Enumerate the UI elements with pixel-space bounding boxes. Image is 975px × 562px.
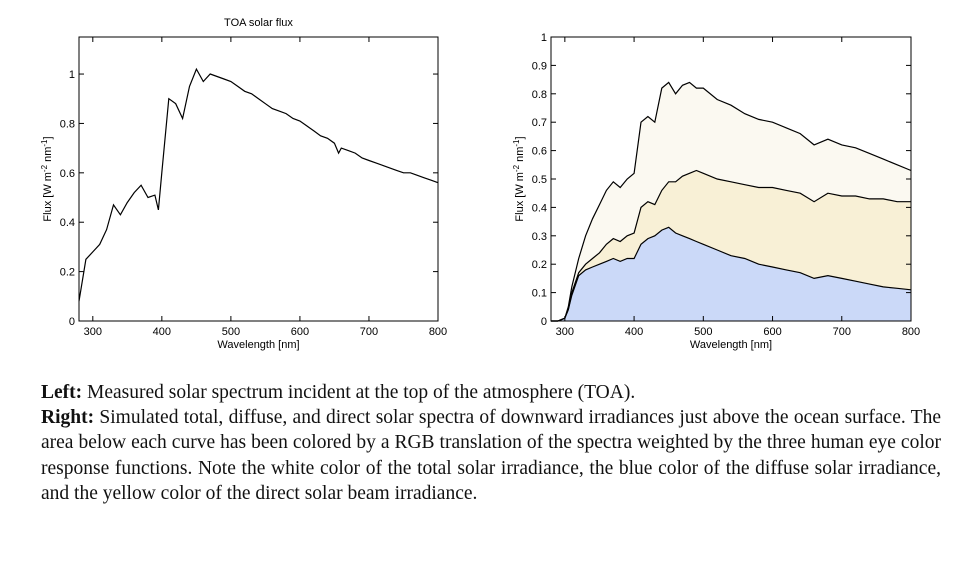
- series-line-2: [551, 226, 912, 322]
- surface-irradiance-plot: 300 400 500 600 700 800 0 0.1 0.2 0.3 0.4 0.5 0.6 0.7…: [512, 32, 921, 351]
- x-axis-label: Wavelength [nm]: [217, 339, 299, 351]
- y-axis-label: Flux [W m-2 nm-1]: [512, 136, 527, 221]
- x-tick-label: 300: [84, 326, 102, 338]
- x-axis-label: Wavelength [nm]: [690, 339, 772, 351]
- y-tick-label: 0.3: [532, 231, 547, 243]
- y-tick-label: 0.1: [532, 288, 547, 300]
- x-tick-label: 700: [360, 326, 378, 338]
- caption-right-text: Simulated total, diffuse, and direct sol…: [41, 407, 941, 504]
- y-tick-label: 0.8: [60, 118, 75, 130]
- y-tick-label: 0.2: [532, 259, 547, 271]
- y-tick-label: 0: [541, 316, 547, 328]
- x-tick-label: 500: [222, 326, 240, 338]
- caption-left: Left: Measured solar spectrum incident a…: [41, 380, 941, 405]
- y-axis-label: Flux [W m-2 nm-1]: [40, 136, 55, 221]
- toa-flux-chart: 300 400 500 600 700 800 0 0.2 0.4 0.6 0.8 1 Waveleng…: [0, 0, 470, 370]
- caption-right: Right: Simulated total, diffuse, and dir…: [41, 405, 941, 506]
- x-tick-label: 400: [153, 326, 171, 338]
- x-tick-label: 700: [833, 326, 851, 338]
- y-tick-label: 0: [69, 316, 75, 328]
- figure-caption: Left: Measured solar spectrum incident a…: [41, 380, 941, 506]
- series-line-0: [78, 67, 439, 302]
- chart-title: TOA solar flux: [224, 17, 293, 29]
- area-fill-2: [551, 227, 911, 321]
- y-tick-label: 0.9: [532, 60, 547, 72]
- y-tick-label: 0.4: [532, 202, 547, 214]
- x-tick-label: 500: [694, 326, 712, 338]
- y-tick-label: 0.6: [60, 168, 75, 180]
- x-tick-label: 600: [763, 326, 781, 338]
- series-line-0: [551, 81, 912, 322]
- x-tick-label: 400: [625, 326, 643, 338]
- series-line-1: [551, 169, 911, 322]
- y-tick-label: 0.7: [532, 117, 547, 129]
- y-tick-label: 0.5: [532, 174, 547, 186]
- caption-right-label: Right:: [41, 407, 95, 429]
- toa-flux-plot: 300 400 500 600 700 800 0 0.2 0.4 0.6 0.8 1 Waveleng…: [40, 17, 448, 351]
- caption-left-text: Measured solar spectrum incident at the …: [82, 382, 636, 403]
- plot-frame: [78, 36, 439, 322]
- surface-irradiance-chart: 300 400 500 600 700 800 0 0.1 0.2 0.3 0.4 0.5 0.6 0.7…: [470, 0, 975, 370]
- x-tick-label: 600: [291, 326, 309, 338]
- caption-left-label: Left:: [41, 382, 83, 403]
- y-tick-label: 0.2: [60, 267, 75, 279]
- y-tick-label: 0.6: [532, 146, 547, 158]
- y-tick-label: 1: [69, 69, 75, 81]
- x-tick-label: 800: [902, 326, 920, 338]
- y-tick-label: 1: [541, 32, 547, 44]
- y-tick-label: 0.8: [532, 89, 547, 101]
- x-tick-label: 300: [556, 326, 574, 338]
- y-tick-label: 0.4: [60, 217, 75, 229]
- x-tick-label: 800: [429, 326, 447, 338]
